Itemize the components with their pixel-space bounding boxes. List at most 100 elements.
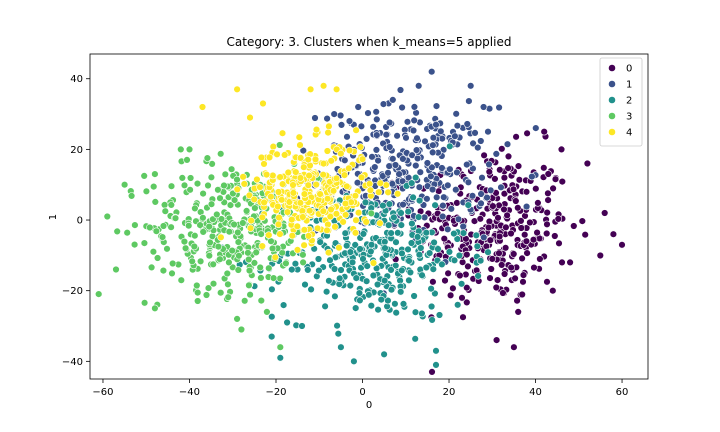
scatter-point [440,235,448,243]
scatter-point [518,290,526,299]
scatter-point [250,195,258,204]
scatter-point [301,280,309,289]
x-tick-label: 20 [443,387,456,398]
scatter-point [437,127,445,136]
scatter-point [274,202,282,211]
scatter-point [361,198,370,207]
scatter-point [519,271,528,279]
y-axis-label: 1 [48,214,59,220]
scatter-point [190,242,199,251]
scatter-point [429,134,438,142]
scatter-point [489,202,497,210]
y-tick-label: 0 [77,216,83,227]
scatter-point [245,281,253,289]
scatter-point [465,97,473,105]
scatter-point [356,296,364,305]
scatter-point [403,118,412,126]
scatter-point [452,110,460,118]
scatter-point [484,128,492,136]
scatter-point [354,209,363,217]
scatter-point [279,301,288,309]
scatter-point [284,168,292,177]
scatter-point [258,242,266,250]
scatter-point [463,120,471,128]
scatter-point [319,207,327,215]
scatter-point [246,224,255,232]
scatter-point [346,281,354,290]
scatter-point [177,145,185,154]
scatter-point [199,189,207,198]
scatter-point [327,205,335,214]
scatter-point [486,274,494,282]
scatter-point [245,255,253,264]
scatter-point [385,118,394,127]
scatter-point [296,174,305,182]
scatter-point [496,166,504,174]
scatter-point [353,179,362,187]
scatter-point [140,239,149,247]
scatter-point [233,315,241,323]
scatter-point [257,296,265,305]
scatter-point [112,265,120,274]
scatter-point [449,284,457,292]
scatter-point [263,308,271,316]
scatter-point [432,347,440,355]
scatter-point [355,289,364,297]
scatter-point [340,171,349,179]
scatter-point [312,125,321,134]
scatter-point [234,238,243,246]
scatter-point [345,164,353,173]
scatter-point [477,137,485,145]
scatter-point [558,177,566,186]
plot-area [94,67,626,376]
scatter-point [322,288,331,296]
scatter-point [511,274,519,283]
x-tick-label: 60 [616,387,629,398]
scatter-point [507,263,515,272]
scatter-point [221,170,230,179]
scatter-point [385,221,393,229]
scatter-point [369,123,377,131]
scatter-point [209,215,217,223]
scatter-point [329,187,338,195]
legend-marker [608,64,616,72]
scatter-point [504,164,512,172]
scatter-point [532,185,540,193]
scatter-point [337,121,346,129]
scatter-point [429,278,437,286]
scatter-point [268,244,277,253]
scatter-point [406,268,415,277]
scatter-point [245,191,254,200]
scatter-point [246,113,254,122]
scatter-point [350,357,358,365]
scatter-point [485,217,494,226]
scatter-point [228,246,236,255]
scatter-point [428,163,436,172]
scatter-point [459,313,467,321]
scatter-point [369,259,378,267]
scatter-point [150,182,158,191]
scatter-point [331,292,339,300]
scatter-point [463,160,471,169]
scatter-point [343,242,351,250]
scatter-point [485,160,493,169]
scatter-point [120,181,129,189]
scatter-point [557,145,566,154]
scatter-point [94,290,103,298]
scatter-point [491,175,499,183]
scatter-point [202,291,211,299]
scatter-point [376,219,384,227]
scatter-point [483,193,491,202]
scatter-point [365,291,373,299]
scatter-point [423,195,431,203]
scatter-point [230,196,239,204]
scatter-point [474,143,482,152]
scatter-point [398,177,407,185]
scatter-point [432,361,440,369]
scatter-point [159,266,168,275]
scatter-point [315,266,323,275]
scatter-point [239,173,247,181]
scatter-point [391,300,399,308]
scatter-point [369,271,378,280]
